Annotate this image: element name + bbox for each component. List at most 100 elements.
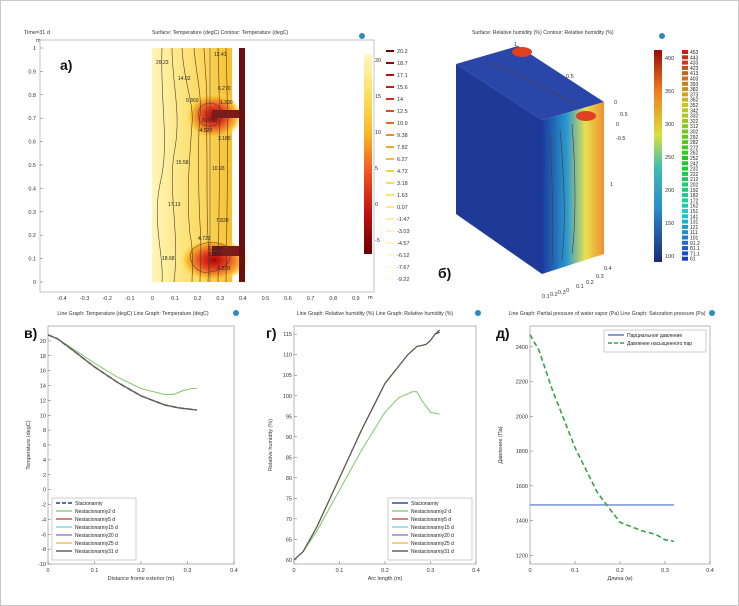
panel-a-x-tick: -0.2 xyxy=(102,296,111,302)
panel-b-axis-label: 0.3 xyxy=(596,274,604,280)
rh-colorbar-2-swatch xyxy=(682,230,688,235)
panel-a: Time=31 d Surface: Temperature (degC) Co… xyxy=(22,24,422,304)
x-tick-label: 0 xyxy=(528,568,531,574)
thermal-bridge-bottom xyxy=(180,238,248,282)
rh-colorbar-2-swatch xyxy=(682,256,688,261)
rh-colorbar-2-tick: 302 xyxy=(690,130,699,136)
legend-label: Nestacionarniy20 d xyxy=(411,533,454,539)
x-axis-label: Длина (м) xyxy=(607,576,632,582)
panel-b-svg: Surface: Relative humidity (%) Contour: … xyxy=(438,30,700,300)
contour-label: 1.330 xyxy=(220,100,233,106)
panel-b-axis-label: 0.2 xyxy=(586,280,594,286)
rh-colorbar-2-swatch xyxy=(682,182,688,187)
legend-label: Давление насыщенного пар xyxy=(627,341,692,347)
colorbar-2-swatch xyxy=(386,74,394,76)
y-tick-label: 85 xyxy=(286,455,292,461)
legend-toggle-icon[interactable] xyxy=(475,310,481,316)
colorbar-2-tick: 6.27 xyxy=(397,157,408,163)
block-front-face xyxy=(456,64,542,274)
legend-label: Nestacionarniy2 d xyxy=(411,509,451,515)
legend-label: Nestacionarniy25 d xyxy=(411,541,454,547)
rh-colorbar-2-tick: 352 xyxy=(690,103,699,109)
y-tick-label: 0 xyxy=(43,488,46,494)
y-tick-label: 2400 xyxy=(516,345,528,351)
y-tick-label: -4 xyxy=(41,517,46,523)
contour-labels: 20.23 14.02 9.360 12.41 6.270 1.330 0.0780 -4.5… xyxy=(156,52,233,272)
contour-label: 20.23 xyxy=(156,60,169,66)
panel-letter: д) xyxy=(496,325,510,341)
rh-colorbar-2-tick: 443 xyxy=(690,55,699,61)
chart-title: Line Graph: Partial pressure of water va… xyxy=(509,311,706,317)
x-tick-label: 0.2 xyxy=(137,568,145,574)
colorbar-2: 20.2 18.7 17.1 15.6 14 12.5 10.9 9.38 7.82 6.27 4.… xyxy=(386,49,410,283)
rh-colorbar-2-swatch xyxy=(682,55,688,60)
chart-legend: Парциальное давление Давление насыщенного… xyxy=(603,329,707,353)
legend-toggle-icon[interactable] xyxy=(233,310,239,316)
y-tick-label: 1600 xyxy=(516,484,528,490)
rh-colorbar-2-swatch xyxy=(682,240,688,245)
colorbar-2-swatch xyxy=(386,170,394,172)
rh-colorbar-2-swatch xyxy=(682,97,688,102)
rh-colorbar-2-swatch xyxy=(682,103,688,107)
rh-colorbar-2-tick: 393 xyxy=(690,82,699,88)
temperature-contours xyxy=(156,47,231,283)
panel-b-axis-label: 0.5 xyxy=(566,74,574,80)
axis-unit-y: m xyxy=(36,38,41,44)
x-tick-label: 0.2 xyxy=(616,568,624,574)
rh-colorbar-2-tick: 403 xyxy=(690,77,699,83)
rh-colorbar-2-tick: 111 xyxy=(690,230,698,236)
rh-colorbar-2-tick: 342 xyxy=(690,108,699,114)
rh-colorbar-2-tick: 332 xyxy=(690,114,699,120)
contour-label: -4.520 xyxy=(198,128,212,134)
colorbar-2-tick: 4.72 xyxy=(397,169,408,175)
chart-title: Line Graph: Temperature (degC) Line Grap… xyxy=(57,311,208,317)
panel-a-y-tick: 0.3 xyxy=(28,210,36,216)
y-axis-label: Relative humidity (%) xyxy=(268,419,274,471)
rh-colorbar-1-tick: 400 xyxy=(665,56,674,62)
panel-a-y-tick: 0.9 xyxy=(28,69,36,75)
block-side-face xyxy=(542,102,604,274)
legend-toggle-icon[interactable] xyxy=(709,310,715,316)
colorbar-2-swatch xyxy=(386,98,394,100)
rh-colorbar-2-swatch xyxy=(682,129,688,134)
series-line-6 xyxy=(47,334,197,411)
legend-label: Nestacionarniy5 d xyxy=(75,517,115,523)
colorbar-2-tick: -3.03 xyxy=(397,229,410,235)
colorbar-2-swatch xyxy=(386,158,394,160)
rh-colorbar-2-swatch xyxy=(682,108,688,113)
rh-colorbar-2-tick: 292 xyxy=(690,135,699,141)
panel-a-y-tick: 0.5 xyxy=(28,163,36,169)
x-tick-label: 0.2 xyxy=(381,568,389,574)
y-tick-label: 95 xyxy=(286,414,292,420)
rh-colorbar-2-tick: 373 xyxy=(690,92,699,98)
legend-toggle-icon[interactable] xyxy=(359,33,365,39)
rh-colorbar-2-tick: 162 xyxy=(690,204,699,210)
rh-colorbar-2-tick: 131 xyxy=(690,220,699,226)
colorbar-2-swatch xyxy=(386,134,394,136)
rh-colorbar-2-swatch xyxy=(682,187,688,192)
colorbar-1-tick: 0 xyxy=(375,202,378,208)
y-tick-label: 70 xyxy=(286,517,292,523)
rh-colorbar-2-swatch xyxy=(682,145,688,150)
contour-label: 1.630 xyxy=(208,246,221,252)
panel-a-x-tick: 0.6 xyxy=(284,296,292,302)
legend-toggle-icon-b[interactable] xyxy=(659,33,665,39)
contour-label: 14.02 xyxy=(178,76,191,82)
panel-a-y-tick: 0.8 xyxy=(28,93,36,99)
chart-legend: Stacionarniy Nestacionarniy2 d Nestacionar… xyxy=(387,497,473,561)
humidity-line-chart: Line Graph: Relative humidity (%) Line G… xyxy=(266,310,481,582)
rh-colorbar-2-tick: 272 xyxy=(690,145,699,151)
panel-a-x-tick: -0.3 xyxy=(80,296,89,302)
colorbar-2-tick: -4.57 xyxy=(397,241,410,247)
series-line-1 xyxy=(529,334,675,543)
rh-colorbar-2-swatch xyxy=(682,219,688,224)
colorbar-2-swatch xyxy=(386,50,394,52)
panel-a-x-ticks: -0.4 -0.3 -0.2 -0.1 0 0.1 0.2 0.3 0.4 0.5 0.6 0.7 0.… xyxy=(57,296,359,302)
colorbar-1-tick: 5 xyxy=(375,166,378,172)
y-tick-label: 110 xyxy=(283,353,292,359)
rh-colorbar-2-swatch xyxy=(682,166,688,171)
y-tick-label: 105 xyxy=(283,373,292,379)
legend-box xyxy=(387,497,473,561)
rh-colorbar-2-swatch xyxy=(682,87,688,92)
rh-colorbar-2-tick: 141 xyxy=(690,214,699,220)
